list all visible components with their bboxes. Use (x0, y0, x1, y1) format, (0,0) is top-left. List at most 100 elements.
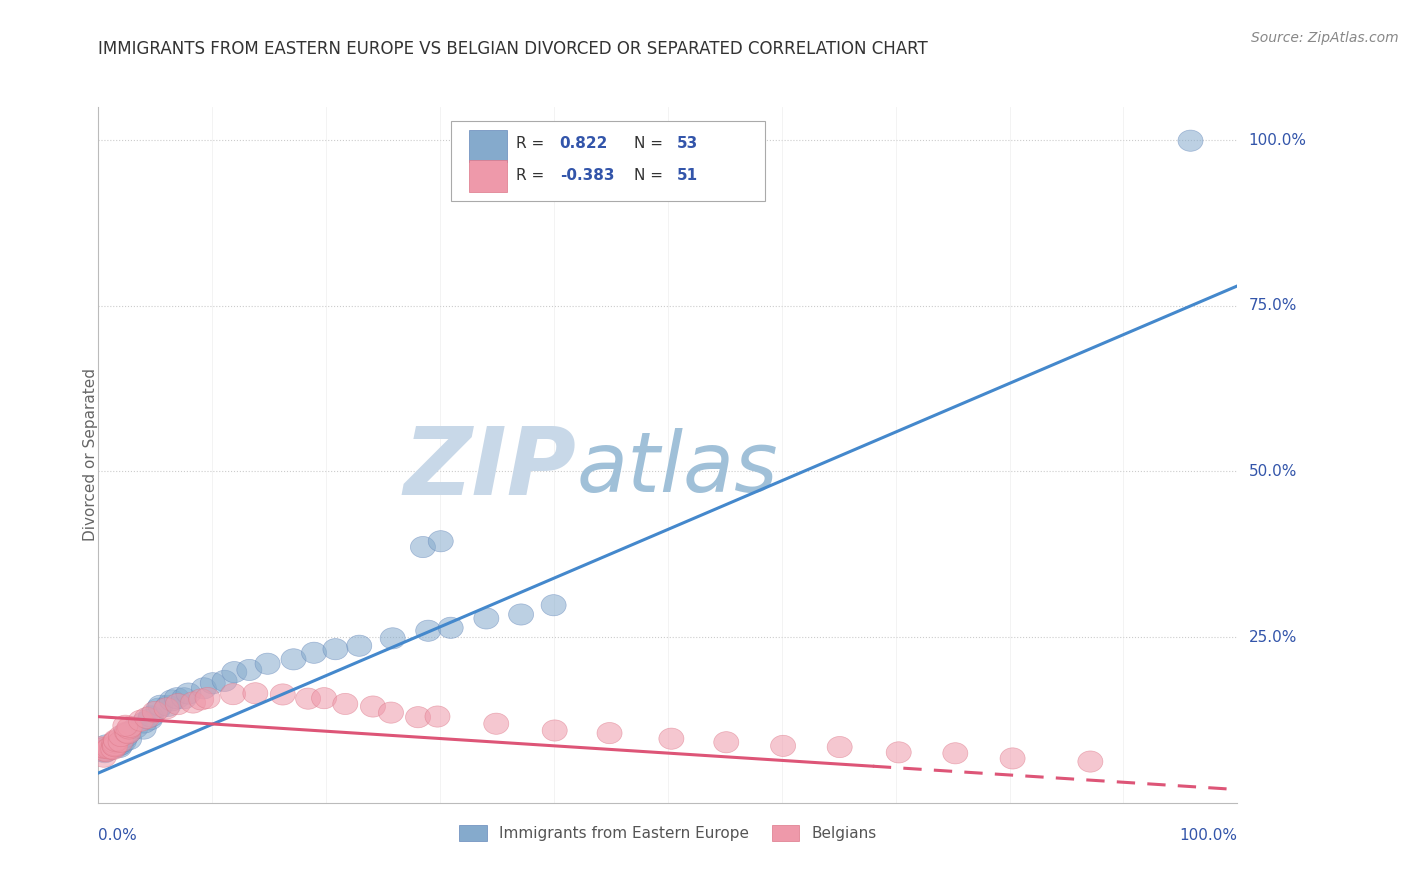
Ellipse shape (425, 706, 450, 727)
Ellipse shape (103, 736, 128, 757)
Ellipse shape (117, 716, 142, 738)
Ellipse shape (827, 737, 852, 757)
Ellipse shape (103, 734, 128, 756)
FancyBboxPatch shape (468, 130, 508, 162)
Text: IMMIGRANTS FROM EASTERN EUROPE VS BELGIAN DIVORCED OR SEPARATED CORRELATION CHAR: IMMIGRANTS FROM EASTERN EUROPE VS BELGIA… (98, 40, 928, 58)
Ellipse shape (1000, 747, 1025, 769)
Ellipse shape (301, 642, 326, 664)
Ellipse shape (243, 682, 269, 704)
Ellipse shape (100, 737, 125, 757)
Ellipse shape (114, 723, 138, 744)
Text: 53: 53 (676, 136, 699, 152)
Ellipse shape (598, 723, 621, 744)
Ellipse shape (380, 628, 405, 649)
Y-axis label: Divorced or Separated: Divorced or Separated (83, 368, 97, 541)
Ellipse shape (132, 712, 157, 733)
Ellipse shape (111, 731, 136, 752)
Ellipse shape (139, 706, 163, 727)
Ellipse shape (770, 735, 796, 756)
Text: ZIP: ZIP (404, 423, 576, 515)
Ellipse shape (200, 673, 225, 694)
Ellipse shape (360, 696, 385, 717)
Ellipse shape (347, 635, 371, 657)
Ellipse shape (142, 701, 167, 723)
Ellipse shape (270, 684, 295, 705)
Ellipse shape (94, 740, 118, 762)
Ellipse shape (112, 715, 138, 736)
Ellipse shape (108, 731, 134, 752)
Ellipse shape (165, 688, 190, 709)
Ellipse shape (295, 688, 321, 709)
Ellipse shape (105, 732, 131, 754)
Ellipse shape (101, 737, 127, 758)
Text: 50.0%: 50.0% (1249, 464, 1296, 479)
Ellipse shape (105, 735, 131, 756)
Ellipse shape (148, 695, 173, 716)
Ellipse shape (146, 698, 172, 719)
Ellipse shape (98, 738, 122, 759)
Ellipse shape (886, 742, 911, 763)
Ellipse shape (89, 737, 114, 758)
Ellipse shape (108, 725, 134, 747)
Ellipse shape (97, 738, 121, 759)
Ellipse shape (378, 702, 404, 723)
Ellipse shape (89, 740, 114, 762)
Ellipse shape (101, 735, 127, 756)
Ellipse shape (101, 739, 125, 760)
Ellipse shape (94, 735, 120, 756)
Ellipse shape (188, 689, 214, 710)
Ellipse shape (94, 740, 120, 761)
Ellipse shape (474, 607, 499, 629)
Ellipse shape (153, 698, 179, 719)
Ellipse shape (659, 728, 683, 749)
FancyBboxPatch shape (451, 121, 765, 201)
Ellipse shape (108, 732, 132, 754)
Ellipse shape (281, 648, 307, 670)
Text: 25.0%: 25.0% (1249, 630, 1296, 645)
Ellipse shape (97, 738, 122, 759)
Text: atlas: atlas (576, 428, 779, 509)
Text: 100.0%: 100.0% (1249, 133, 1306, 148)
Ellipse shape (541, 595, 567, 615)
Ellipse shape (943, 743, 967, 764)
Ellipse shape (131, 718, 156, 739)
Ellipse shape (114, 722, 139, 743)
Ellipse shape (93, 741, 117, 763)
Ellipse shape (91, 740, 117, 761)
Ellipse shape (103, 730, 128, 751)
Text: 100.0%: 100.0% (1180, 828, 1237, 843)
Ellipse shape (176, 683, 201, 704)
Text: Source: ZipAtlas.com: Source: ZipAtlas.com (1251, 31, 1399, 45)
Text: -0.383: -0.383 (560, 168, 614, 183)
Text: R =: R = (516, 136, 544, 152)
Ellipse shape (104, 731, 128, 752)
Legend: Immigrants from Eastern Europe, Belgians: Immigrants from Eastern Europe, Belgians (453, 819, 883, 847)
Text: R =: R = (516, 168, 544, 183)
Ellipse shape (122, 717, 148, 739)
Ellipse shape (439, 617, 463, 639)
Ellipse shape (93, 738, 118, 759)
Ellipse shape (107, 737, 132, 757)
Ellipse shape (1078, 751, 1102, 772)
Ellipse shape (101, 731, 127, 753)
Ellipse shape (128, 710, 153, 731)
Text: N =: N = (634, 168, 662, 183)
Text: 0.822: 0.822 (560, 136, 607, 152)
Ellipse shape (212, 670, 238, 691)
Text: 51: 51 (676, 168, 699, 183)
Ellipse shape (1178, 130, 1204, 152)
Ellipse shape (117, 729, 142, 750)
Ellipse shape (91, 746, 117, 767)
Ellipse shape (429, 531, 453, 552)
Ellipse shape (108, 734, 134, 755)
Ellipse shape (98, 739, 124, 759)
Ellipse shape (100, 736, 125, 757)
Ellipse shape (222, 662, 247, 682)
Ellipse shape (191, 678, 217, 699)
Ellipse shape (166, 693, 190, 714)
Ellipse shape (254, 653, 280, 674)
Ellipse shape (236, 659, 262, 681)
Ellipse shape (484, 713, 509, 734)
Ellipse shape (117, 723, 141, 743)
Ellipse shape (93, 737, 118, 758)
